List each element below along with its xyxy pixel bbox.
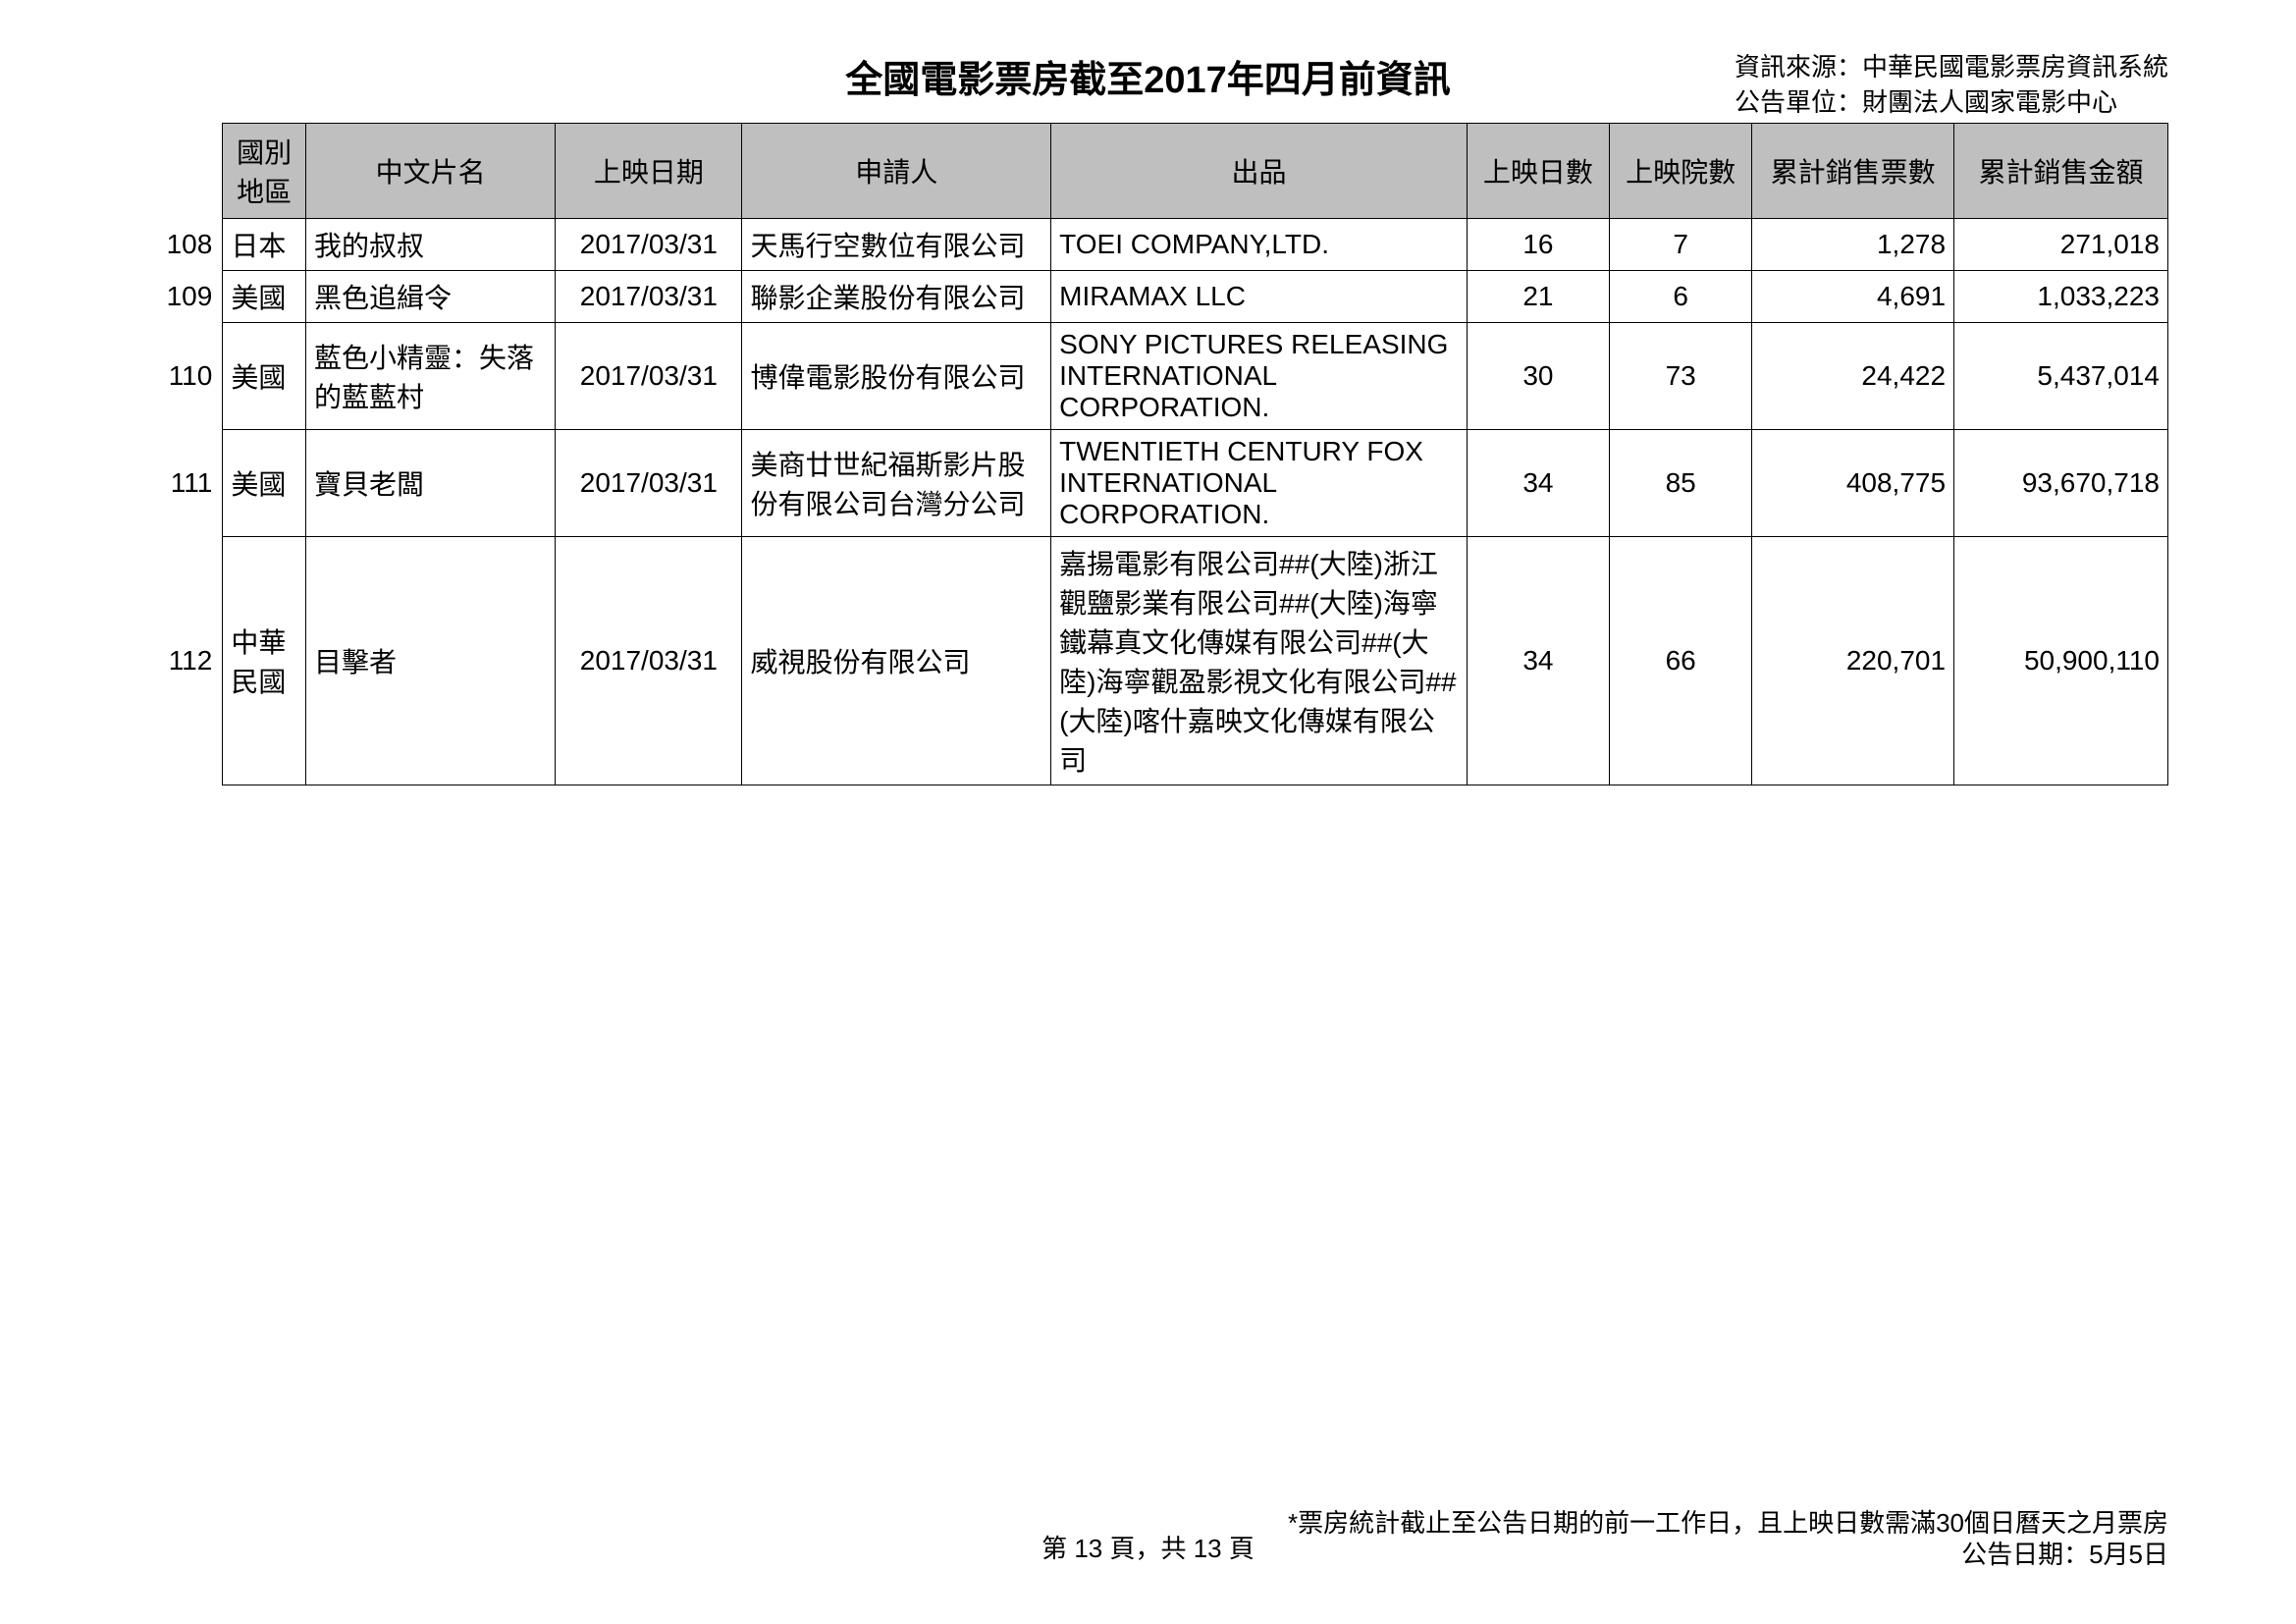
col-theaters: 上映院數	[1610, 124, 1752, 219]
cell-revenue: 5,437,014	[1954, 323, 2168, 430]
row-number: 109	[128, 271, 223, 323]
row-number: 108	[128, 219, 223, 271]
page-footer: *票房統計截止至公告日期的前一工作日，且上映日數需滿30個日曆天之月票房 第 1…	[128, 1529, 2168, 1565]
cell-theaters: 7	[1610, 219, 1752, 271]
cell-tickets: 408,775	[1752, 430, 1954, 537]
cell-date: 2017/03/31	[556, 430, 742, 537]
cell-name: 黑色追緝令	[306, 271, 556, 323]
col-country: 國別地區	[223, 124, 306, 219]
table-header-row: 國別地區 中文片名 上映日期 申請人 出品 上映日數 上映院數 累計銷售票數 累…	[128, 124, 2168, 219]
cell-date: 2017/03/31	[556, 271, 742, 323]
cell-days: 21	[1467, 271, 1609, 323]
cell-revenue: 1,033,223	[1954, 271, 2168, 323]
col-days: 上映日數	[1467, 124, 1609, 219]
cell-days: 16	[1467, 219, 1609, 271]
cell-applicant: 博偉電影股份有限公司	[742, 323, 1051, 430]
table-row: 110美國藍色小精靈：失落的藍藍村2017/03/31博偉電影股份有限公司SON…	[128, 323, 2168, 430]
cell-producer: MIRAMAX LLC	[1051, 271, 1468, 323]
cell-tickets: 1,278	[1752, 219, 1954, 271]
cell-name: 寶貝老闆	[306, 430, 556, 537]
row-number: 110	[128, 323, 223, 430]
cell-tickets: 24,422	[1752, 323, 1954, 430]
row-number: 111	[128, 430, 223, 537]
cell-name: 藍色小精靈：失落的藍藍村	[306, 323, 556, 430]
cell-country: 美國	[223, 323, 306, 430]
col-applicant: 申請人	[742, 124, 1051, 219]
cell-theaters: 66	[1610, 537, 1752, 785]
cell-producer: TOEI COMPANY,LTD.	[1051, 219, 1468, 271]
page-header: 全國電影票房截至2017年四月前資訊 資訊來源：中華民國電影票房資訊系統 公告單…	[128, 49, 2168, 103]
cell-applicant: 天馬行空數位有限公司	[742, 219, 1051, 271]
table-row: 108日本我的叔叔2017/03/31天馬行空數位有限公司TOEI COMPAN…	[128, 219, 2168, 271]
cell-producer: SONY PICTURES RELEASING INTERNATIONAL CO…	[1051, 323, 1468, 430]
row-number: 112	[128, 537, 223, 785]
cell-country: 日本	[223, 219, 306, 271]
cell-producer: TWENTIETH CENTURY FOX INTERNATIONAL CORP…	[1051, 430, 1468, 537]
col-producer: 出品	[1051, 124, 1468, 219]
cell-revenue: 271,018	[1954, 219, 2168, 271]
cell-revenue: 93,670,718	[1954, 430, 2168, 537]
source-line1: 資訊來源：中華民國電影票房資訊系統	[1735, 49, 2168, 84]
cell-days: 30	[1467, 323, 1609, 430]
table-row: 111美國寶貝老闆2017/03/31美商廿世紀福斯影片股份有限公司台灣分公司T…	[128, 430, 2168, 537]
cell-theaters: 6	[1610, 271, 1752, 323]
col-tickets: 累計銷售票數	[1752, 124, 1954, 219]
header-blank	[128, 124, 223, 219]
cell-tickets: 4,691	[1752, 271, 1954, 323]
cell-date: 2017/03/31	[556, 219, 742, 271]
col-date: 上映日期	[556, 124, 742, 219]
source-line2: 公告單位：財團法人國家電影中心	[1735, 84, 2168, 120]
cell-theaters: 73	[1610, 323, 1752, 430]
cell-producer: 嘉揚電影有限公司##(大陸)浙江觀鹽影業有限公司##(大陸)海寧鐵幕真文化傳媒有…	[1051, 537, 1468, 785]
cell-revenue: 50,900,110	[1954, 537, 2168, 785]
source-info: 資訊來源：中華民國電影票房資訊系統 公告單位：財團法人國家電影中心	[1735, 49, 2168, 121]
table-row: 109美國黑色追緝令2017/03/31聯影企業股份有限公司MIRAMAX LL…	[128, 271, 2168, 323]
footer-date: 公告日期：5月5日	[1961, 1535, 2168, 1571]
cell-date: 2017/03/31	[556, 537, 742, 785]
cell-theaters: 85	[1610, 430, 1752, 537]
box-office-table: 國別地區 中文片名 上映日期 申請人 出品 上映日數 上映院數 累計銷售票數 累…	[128, 123, 2168, 785]
cell-applicant: 威視股份有限公司	[742, 537, 1051, 785]
cell-country: 美國	[223, 430, 306, 537]
cell-tickets: 220,701	[1752, 537, 1954, 785]
cell-days: 34	[1467, 537, 1609, 785]
cell-date: 2017/03/31	[556, 323, 742, 430]
table-row: 112中華民國目擊者2017/03/31威視股份有限公司嘉揚電影有限公司##(大…	[128, 537, 2168, 785]
col-revenue: 累計銷售金額	[1954, 124, 2168, 219]
cell-days: 34	[1467, 430, 1609, 537]
cell-name: 目擊者	[306, 537, 556, 785]
cell-country: 美國	[223, 271, 306, 323]
cell-applicant: 美商廿世紀福斯影片股份有限公司台灣分公司	[742, 430, 1051, 537]
cell-applicant: 聯影企業股份有限公司	[742, 271, 1051, 323]
col-name: 中文片名	[306, 124, 556, 219]
cell-name: 我的叔叔	[306, 219, 556, 271]
cell-country: 中華民國	[223, 537, 306, 785]
